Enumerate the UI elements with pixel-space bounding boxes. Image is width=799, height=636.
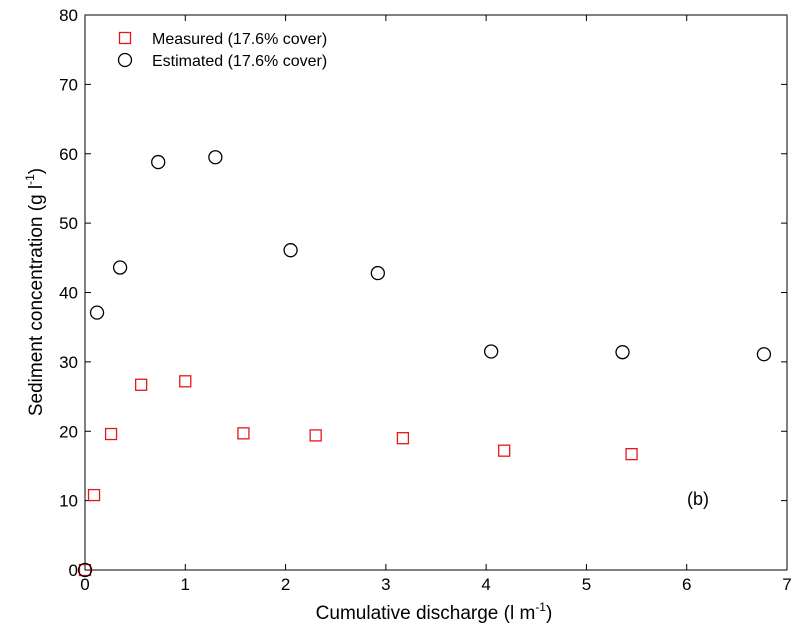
x-tick-label: 0	[80, 575, 89, 594]
measured-point	[179, 375, 192, 388]
measured-point	[87, 488, 101, 502]
estimated-point	[112, 260, 128, 275]
y-tick-label: 50	[59, 214, 78, 233]
measured-point	[309, 429, 322, 442]
x-axis-label: Cumulative discharge (l m-1)	[316, 600, 553, 624]
measured-point	[78, 563, 92, 577]
x-tick-label: 2	[281, 575, 290, 594]
plot-frame	[84, 14, 788, 571]
legend: Measured (17.6% cover) Estimated (17.6% c…	[117, 31, 327, 70]
y-axis-label: Sediment concentration (g l-1)	[23, 168, 47, 416]
data-marks	[77, 150, 772, 578]
y-tick-label: 70	[59, 75, 78, 94]
y-tick-label: 80	[59, 6, 78, 25]
y-tick-label: 30	[59, 353, 78, 372]
measured-point	[625, 447, 638, 461]
x-tick-label: 1	[181, 575, 190, 594]
estimated-point	[89, 305, 105, 320]
y-tick-label: 60	[59, 145, 78, 164]
measured-point	[396, 432, 410, 445]
x-tick-label: 7	[782, 575, 791, 594]
estimated-point	[208, 150, 223, 165]
legend-label: Estimated (17.6% cover)	[152, 53, 327, 70]
estimated-point	[615, 345, 630, 360]
panel-annotation: (b)	[687, 489, 709, 509]
y-tick-label: 0	[69, 561, 78, 580]
x-tick-label: 4	[481, 575, 490, 594]
legend-label: Measured (17.6% cover)	[152, 31, 327, 48]
measured-point	[498, 444, 511, 457]
estimated-point	[77, 562, 93, 578]
estimated-point	[151, 154, 166, 170]
measured-point	[104, 427, 118, 441]
estimated-point	[370, 265, 385, 281]
axes	[84, 14, 788, 571]
y-tick-label: 10	[59, 492, 78, 511]
estimated-point	[283, 243, 298, 258]
x-tick-label: 5	[582, 575, 591, 594]
x-tick-label: 3	[381, 575, 390, 594]
legend-marker-measured	[118, 31, 132, 45]
measured-point	[237, 427, 250, 440]
y-tick-label: 40	[59, 284, 78, 303]
estimated-point	[484, 344, 499, 359]
measured-point	[135, 378, 148, 391]
legend-marker-estimated	[117, 52, 133, 68]
x-tick-label: 6	[682, 575, 691, 594]
estimated-point	[756, 347, 772, 362]
y-tick-label: 20	[59, 422, 78, 441]
